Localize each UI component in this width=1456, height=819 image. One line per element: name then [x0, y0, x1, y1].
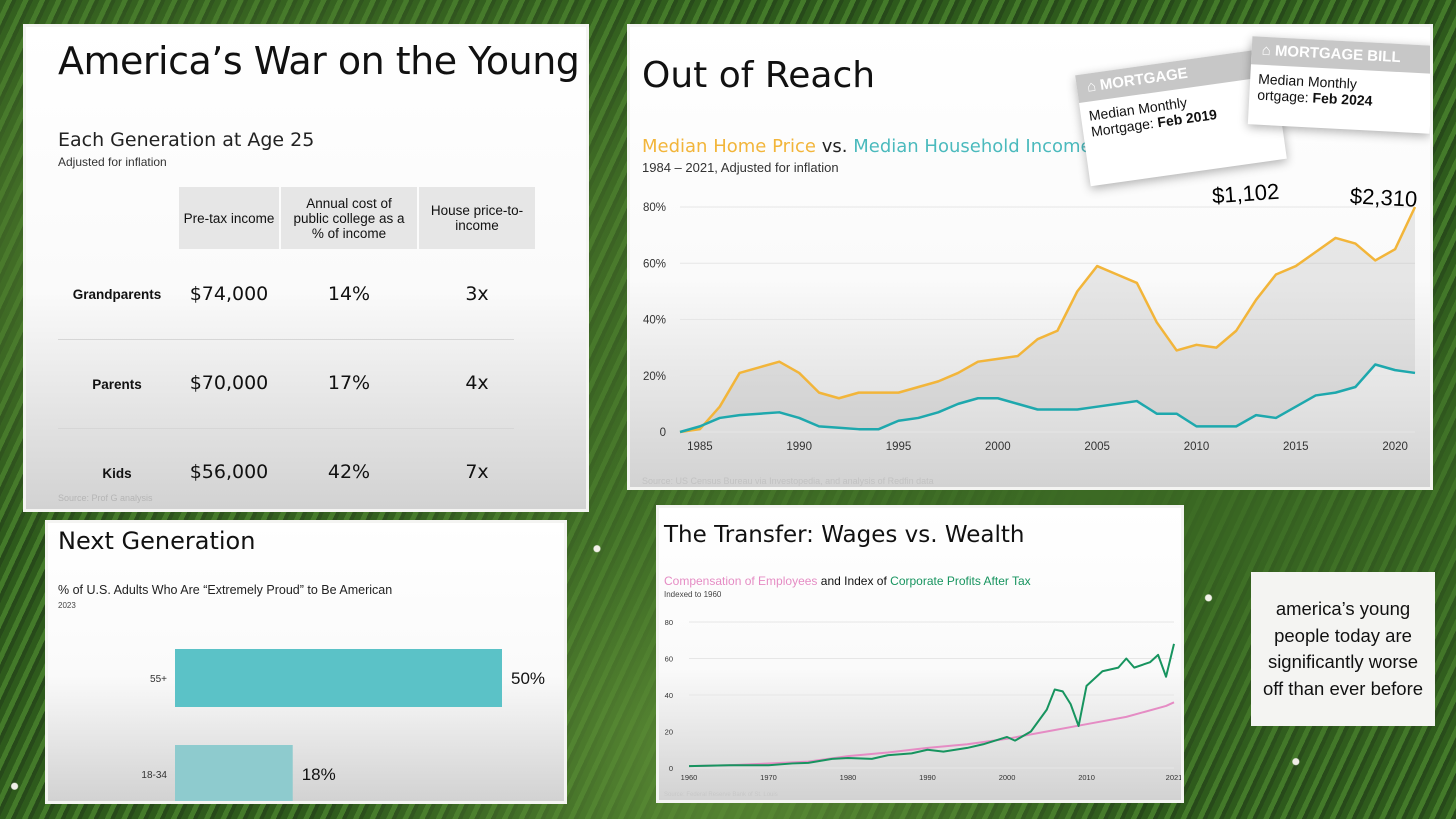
y-tick-label: 20	[665, 728, 673, 737]
source-note: Source: Federal Reserve Bank of St. Loui…	[664, 792, 778, 798]
transfer-slide: The Transfer: Wages vs. Wealth Compensat…	[656, 505, 1184, 803]
source-note: Source: Prof G analysis	[58, 493, 153, 503]
x-tick-label: 2020	[1382, 441, 1408, 453]
chart-legend-title: Compensation of Employees and Index of C…	[664, 574, 1031, 588]
x-tick-label: 2005	[1084, 441, 1110, 453]
slide-title: Next Generation	[58, 527, 256, 555]
compensation-line	[688, 701, 1175, 768]
bill-prefix: ortgage:	[1256, 86, 1310, 106]
y-tick-label: 80%	[643, 202, 666, 214]
caption-box: america’s young people today are signifi…	[1251, 572, 1435, 726]
income-cell: $56,000	[189, 461, 269, 483]
college-cell: 14%	[327, 283, 371, 305]
chart-note: 2023	[58, 601, 76, 610]
row-divider	[58, 428, 514, 429]
y-tick-label: 60	[665, 655, 673, 664]
y-tick-label: 60%	[643, 258, 666, 270]
x-tick-label: 2010	[1184, 441, 1210, 453]
y-tick-label: 40	[665, 691, 673, 700]
house-cell: 3x	[465, 283, 489, 305]
row-label: Parents	[92, 377, 142, 392]
war-on-young-slide: America’s War on the Young Each Generati…	[23, 24, 589, 512]
house-cell: 7x	[465, 461, 489, 483]
income-cell: $70,000	[189, 372, 269, 394]
home-price-label: Median Home Price	[642, 136, 816, 157]
mortgage-amount-2019: $1,102	[1211, 178, 1281, 209]
x-tick-label: 2000	[999, 773, 1016, 782]
bill-header-text: MORTGAGE BILL	[1274, 42, 1402, 67]
chart-legend-title: Median Home Price vs. Median Household I…	[642, 136, 1092, 157]
row-label: Grandparents	[72, 287, 162, 302]
x-tick-label: 1960	[681, 773, 698, 782]
x-tick-label: 1985	[687, 441, 713, 453]
y-tick-label: 0	[669, 764, 673, 773]
bill-header: ⌂ MORTGAGE BILL	[1250, 36, 1430, 74]
y-tick-label: 0	[660, 427, 666, 439]
bill-header-text: MORTGAGE	[1098, 64, 1189, 94]
source-note: Source: US Census Bureau via Investopedi…	[642, 476, 934, 486]
data-label: 50%	[511, 669, 545, 688]
home-vs-income-chart: 0 20% 40% 60% 80% 1985 1990 1995 2000 2005 2010 201…	[643, 202, 1417, 453]
chart-note: 1984 – 2021, Adjusted for inflation	[642, 160, 839, 175]
x-tick-label: 2000	[985, 441, 1011, 453]
x-tick-label: 1980	[840, 773, 857, 782]
x-tick-label: 2010	[1078, 773, 1095, 782]
y-tick-label: 20%	[643, 371, 666, 383]
home-income-gap-area	[680, 207, 1415, 432]
category-label: 55+	[150, 674, 167, 685]
compensation-label: Compensation of Employees	[664, 574, 818, 588]
slide-note: Adjusted for inflation	[58, 155, 167, 169]
bill-date: Feb 2024	[1312, 89, 1373, 109]
x-tick-label: 1990	[919, 773, 936, 782]
slide-title: Out of Reach	[642, 55, 876, 96]
header-college-cost: Annual cost of public college as a % of …	[281, 187, 417, 249]
income-cell: $74,000	[189, 283, 269, 305]
category-label: 18-34	[141, 770, 167, 781]
data-label: 18%	[302, 765, 336, 784]
bar-55+	[175, 649, 502, 707]
college-cell: 42%	[327, 461, 371, 483]
slide-title: America’s War on the Young	[58, 39, 580, 83]
profits-label: Corporate Profits After Tax	[890, 574, 1031, 588]
x-tick-label: 1970	[760, 773, 777, 782]
slide-subtitle: Each Generation at Age 25	[58, 129, 315, 151]
header-pretax-income: Pre-tax income	[179, 187, 279, 249]
x-tick-label: 1995	[886, 441, 912, 453]
next-generation-slide: Next Generation % of U.S. Adults Who Are…	[45, 520, 567, 804]
household-income-line	[679, 363, 1416, 434]
slide-title: The Transfer: Wages vs. Wealth	[664, 522, 1025, 548]
x-tick-label: 2021	[1166, 773, 1181, 782]
pride-bar-chart: 55+ 50% 18-34 18%	[141, 649, 545, 801]
chart-subtitle: % of U.S. Adults Who Are “Extremely Prou…	[58, 583, 393, 597]
mortgage-bill-2024: ⌂ MORTGAGE BILL Median Monthly ortgage: …	[1247, 36, 1430, 134]
profits-line	[688, 643, 1175, 768]
bar-18-34	[175, 745, 293, 801]
house-cell: 4x	[465, 372, 489, 394]
row-label: Kids	[102, 466, 132, 481]
row-divider	[58, 339, 514, 340]
x-tick-label: 1990	[786, 441, 812, 453]
out-of-reach-slide: Out of Reach Median Home Price vs. Media…	[627, 24, 1433, 490]
vs-label: vs.	[821, 136, 848, 157]
y-tick-label: 40%	[643, 315, 666, 327]
x-tick-label: 2015	[1283, 441, 1309, 453]
chart-note: Indexed to 1960	[664, 590, 722, 599]
mortgage-amount-2024: $2,310	[1349, 183, 1418, 212]
home-price-line	[679, 206, 1417, 434]
household-income-label: Median Household Income	[853, 136, 1092, 157]
wages-vs-wealth-chart: 0 20 40 60 80 1960 1970 1980 1990 2000 2010 2021	[665, 618, 1181, 782]
header-house-price: House price-to-income	[419, 187, 535, 249]
y-tick-label: 80	[665, 618, 673, 627]
connector-label: and Index of	[820, 574, 887, 588]
college-cell: 17%	[327, 372, 371, 394]
caption-text: america’s young people today are signifi…	[1262, 598, 1424, 699]
